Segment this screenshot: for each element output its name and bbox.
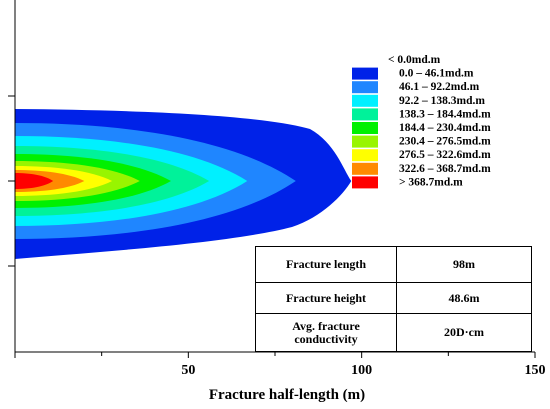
legend-swatch — [352, 176, 378, 189]
x-axis-title: Fracture half-length (m) — [209, 387, 365, 403]
legend-label: 46.1 – 92.2md.m — [399, 81, 480, 93]
conductivity-contours — [15, 109, 352, 259]
legend-label: 0.0 – 46.1md.m — [399, 68, 474, 80]
table-row: Fracture height 48.6m — [255, 282, 532, 314]
table-cell-value: 48.6m — [396, 282, 532, 314]
legend-label: 184.4 – 230.4md.m — [399, 122, 491, 134]
x-tick-label: 100 — [351, 363, 372, 378]
x-axis-ticks: 50 100 150 — [14, 352, 546, 378]
table-row: Avg. fracture conductivity 20D·cm — [255, 313, 532, 352]
legend-label: < 0.0md.m — [388, 54, 441, 66]
contour-band — [15, 173, 54, 189]
legend-swatch — [352, 162, 378, 175]
table-cell-value: 20D·cm — [396, 313, 532, 352]
legend-label: 230.4 – 276.5md.m — [399, 136, 491, 148]
legend: < 0.0md.m 0.0 – 46.1md.m46.1 – 92.2md.m 92… — [352, 54, 491, 189]
legend-label: > 368.7md.m — [399, 176, 463, 188]
legend-swatch — [352, 94, 378, 107]
legend-swatch — [352, 67, 378, 80]
legend-swatch — [352, 135, 378, 148]
legend-label: 138.3 – 184.4md.m — [399, 108, 491, 120]
legend-label: 276.5 – 322.6md.m — [399, 149, 491, 161]
legend-label: 92.2 – 138.3md.m — [399, 95, 485, 107]
legend-swatch — [352, 149, 378, 162]
table-cell-value: 98m — [396, 246, 532, 283]
x-tick-label: 150 — [525, 363, 546, 378]
table-row: Fracture length 98m — [255, 246, 532, 283]
table-cell-label: Avg. fracture conductivity — [255, 313, 397, 352]
x-tick-label: 50 — [181, 363, 195, 378]
legend-swatch — [352, 122, 378, 134]
legend-swatch — [352, 81, 378, 94]
table-cell-label: Fracture height — [255, 282, 397, 314]
table-cell-label: Fracture length — [255, 246, 397, 283]
legend-swatch — [352, 108, 378, 121]
fracture-info-table: Fracture length 98m Fracture height 48.6… — [255, 246, 532, 352]
legend-label: 322.6 – 368.7md.m — [399, 163, 491, 175]
